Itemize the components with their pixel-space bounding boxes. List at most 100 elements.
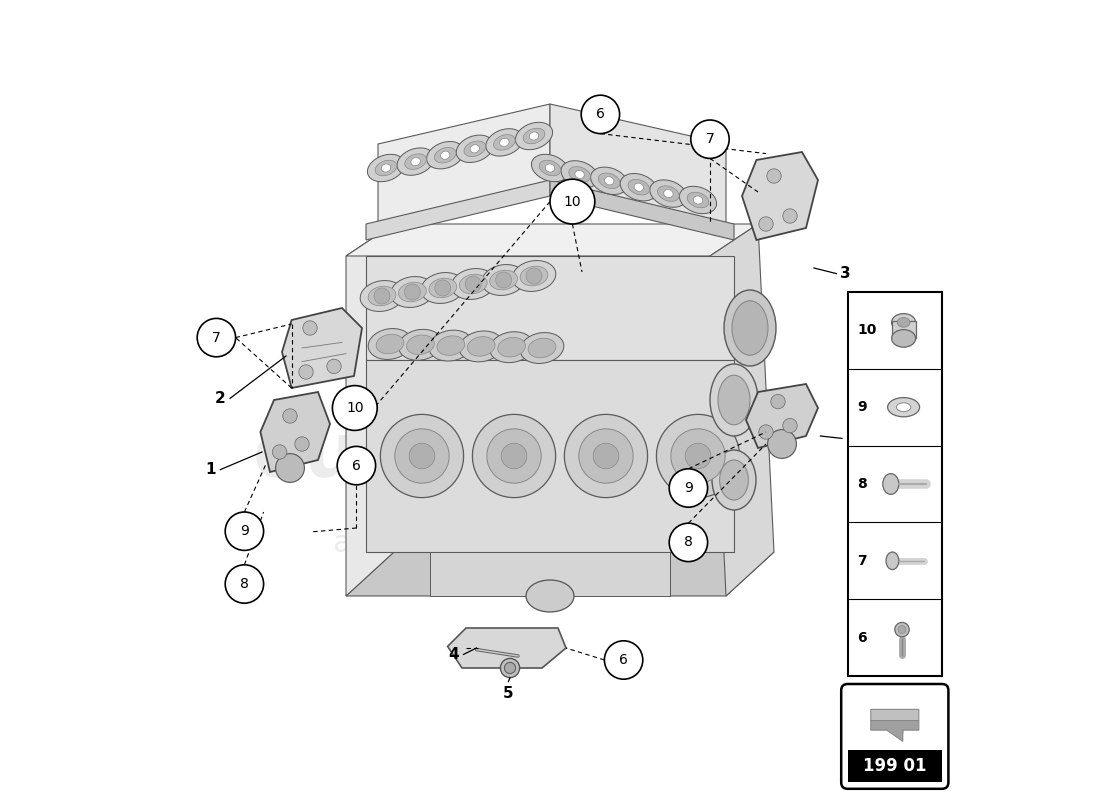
Circle shape: [381, 414, 463, 498]
Text: 199 01: 199 01: [864, 758, 926, 775]
Ellipse shape: [898, 626, 906, 634]
Ellipse shape: [620, 174, 658, 201]
Ellipse shape: [421, 273, 464, 303]
Ellipse shape: [490, 332, 534, 362]
Circle shape: [768, 430, 796, 458]
Circle shape: [771, 394, 785, 409]
Ellipse shape: [468, 337, 495, 356]
Circle shape: [564, 414, 648, 498]
Circle shape: [581, 95, 619, 134]
Polygon shape: [710, 224, 774, 596]
Circle shape: [338, 446, 375, 485]
Text: 2: 2: [216, 391, 225, 406]
Polygon shape: [430, 552, 670, 596]
Text: 6: 6: [352, 458, 361, 473]
Text: 8: 8: [684, 535, 693, 550]
Ellipse shape: [898, 318, 910, 327]
Ellipse shape: [520, 333, 564, 363]
Text: 9: 9: [857, 400, 867, 414]
Circle shape: [691, 120, 729, 158]
Circle shape: [273, 445, 287, 459]
Text: 8: 8: [240, 577, 249, 591]
Ellipse shape: [405, 154, 427, 170]
Ellipse shape: [658, 186, 679, 202]
Ellipse shape: [883, 474, 899, 494]
Ellipse shape: [499, 138, 509, 146]
Text: 7: 7: [212, 330, 221, 345]
Circle shape: [226, 565, 264, 603]
Circle shape: [759, 217, 773, 231]
Text: 5: 5: [503, 686, 514, 702]
Ellipse shape: [398, 330, 442, 360]
Bar: [848, 292, 942, 676]
Bar: [848, 750, 942, 782]
Ellipse shape: [397, 148, 434, 175]
Ellipse shape: [360, 281, 404, 311]
Polygon shape: [746, 384, 818, 448]
Ellipse shape: [591, 167, 628, 194]
Text: 7: 7: [705, 132, 714, 146]
Circle shape: [197, 318, 235, 357]
Circle shape: [579, 429, 634, 483]
Ellipse shape: [494, 134, 515, 150]
Bar: [892, 321, 915, 338]
Ellipse shape: [539, 160, 561, 176]
Ellipse shape: [460, 274, 487, 294]
Ellipse shape: [513, 261, 556, 291]
Circle shape: [526, 268, 542, 284]
Circle shape: [332, 386, 377, 430]
Ellipse shape: [680, 186, 716, 214]
Ellipse shape: [719, 460, 748, 500]
Circle shape: [434, 280, 451, 296]
Ellipse shape: [892, 330, 915, 347]
Circle shape: [487, 429, 541, 483]
Ellipse shape: [693, 196, 703, 204]
Ellipse shape: [634, 183, 643, 191]
Ellipse shape: [524, 128, 544, 144]
Ellipse shape: [516, 122, 552, 150]
Circle shape: [226, 512, 264, 550]
Text: 8: 8: [857, 477, 867, 491]
Polygon shape: [448, 628, 566, 668]
Ellipse shape: [526, 580, 574, 612]
Polygon shape: [346, 224, 758, 256]
Ellipse shape: [411, 158, 420, 166]
Circle shape: [502, 443, 527, 469]
Circle shape: [671, 429, 725, 483]
Ellipse shape: [382, 164, 390, 172]
Polygon shape: [366, 360, 734, 552]
Circle shape: [500, 658, 519, 678]
Polygon shape: [261, 392, 330, 472]
Ellipse shape: [712, 450, 756, 510]
Text: 10: 10: [346, 401, 364, 415]
Circle shape: [327, 359, 341, 374]
Circle shape: [409, 443, 434, 469]
Polygon shape: [366, 180, 550, 240]
Text: 10: 10: [857, 323, 877, 338]
Ellipse shape: [520, 266, 548, 286]
Polygon shape: [550, 180, 734, 240]
Text: 1: 1: [205, 462, 216, 477]
Ellipse shape: [376, 334, 404, 354]
Circle shape: [496, 272, 512, 288]
Text: 3: 3: [839, 266, 850, 281]
Polygon shape: [282, 308, 362, 388]
Ellipse shape: [367, 154, 405, 182]
Text: 7: 7: [857, 554, 867, 568]
Ellipse shape: [598, 173, 620, 189]
Ellipse shape: [628, 179, 650, 195]
Ellipse shape: [531, 154, 569, 182]
Ellipse shape: [575, 170, 584, 178]
Text: a passion since 1985: a passion since 1985: [333, 530, 654, 558]
Ellipse shape: [605, 177, 614, 185]
Ellipse shape: [892, 314, 915, 331]
Ellipse shape: [427, 142, 464, 169]
Text: 10: 10: [563, 194, 581, 209]
Ellipse shape: [437, 336, 464, 355]
Circle shape: [669, 469, 707, 507]
Ellipse shape: [368, 329, 411, 359]
Polygon shape: [871, 710, 918, 734]
Circle shape: [759, 425, 773, 439]
Ellipse shape: [440, 151, 450, 159]
Ellipse shape: [464, 141, 485, 157]
